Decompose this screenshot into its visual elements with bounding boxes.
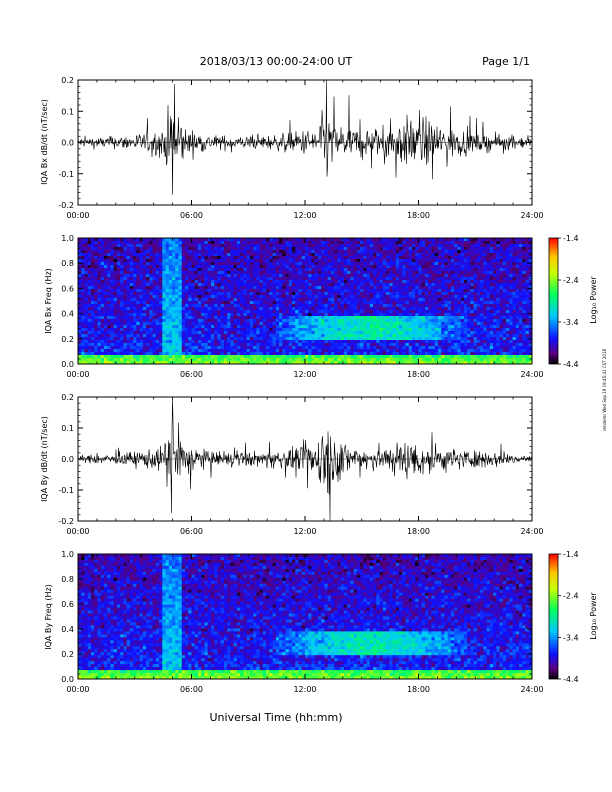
by-freq-ylabel: IQA By Freq (Hz) — [44, 584, 53, 650]
x-tick-label: 18:00 — [407, 211, 430, 220]
x-tick-label: 06:00 — [180, 370, 203, 379]
bx-colorbar-label: Log₁₀ Power — [589, 276, 598, 324]
bx-colorbar: -1.4 -2.4 -3.4 -4.4 Log₁₀ Power — [548, 234, 598, 369]
by-spectrogram-image — [78, 554, 533, 680]
y-tick-label: 0.0 — [61, 360, 74, 369]
x-tick-label: 24:00 — [520, 685, 543, 694]
by-dbdt-ylabel: IQA By dB/dt (nT/sec) — [40, 416, 49, 502]
page-title: 2018/03/13 00:00-24:00 UT — [200, 55, 353, 68]
y-tick-label: -0.1 — [58, 170, 74, 179]
x-tick-label: 12:00 — [293, 527, 316, 536]
y-tick-label: 0.4 — [61, 310, 74, 319]
y-tick-label: 0.0 — [61, 675, 74, 684]
y-tick-label: 0.0 — [61, 139, 74, 148]
y-tick-label: 0.1 — [61, 424, 74, 433]
x-tick-label: 06:00 — [180, 685, 203, 694]
x-tick-label: 24:00 — [520, 211, 543, 220]
bx-freq-ylabel: IQA Bx Freq (Hz) — [44, 268, 53, 334]
y-tick-label: 1.0 — [61, 234, 74, 243]
x-tick-label: 18:00 — [407, 370, 430, 379]
y-tick-label: 0.2 — [61, 393, 74, 402]
x-tick-label: 00:00 — [66, 370, 89, 379]
colorbar-tick-label: -1.4 — [563, 550, 579, 559]
colorbar-tick-label: -4.4 — [563, 675, 579, 684]
panel-bx-spectrogram: 00:00 06:00 12:00 18:00 24:00 1.0 0.8 0.6 0.4 0.2… — [44, 234, 598, 379]
colorbar-tick-label: -2.4 — [563, 276, 579, 285]
y-tick-label: 0.8 — [61, 259, 74, 268]
bx-trace — [77, 79, 533, 195]
colorbar-tick-label: -1.4 — [563, 234, 579, 243]
y-tick-label: 0.2 — [61, 76, 74, 85]
y-tick-label: 0.6 — [61, 284, 74, 293]
y-tick-label: 0.6 — [61, 600, 74, 609]
by-colorbar: -1.4 -2.4 -3.4 -4.4 Log₁₀ Power — [548, 550, 598, 684]
panel-by-spectrogram: 00:00 06:00 12:00 18:00 24:00 1.0 0.8 0.6 0.4 0.2… — [44, 550, 598, 694]
x-tick-label: 00:00 — [66, 211, 89, 220]
y-tick-label: 0.8 — [61, 575, 74, 584]
x-axis-label: Universal Time (hh:mm) — [210, 711, 343, 724]
y-tick-label: -0.2 — [58, 517, 74, 526]
x-tick-label: 06:00 — [180, 211, 203, 220]
by-trace — [77, 398, 533, 522]
y-tick-label: 0.2 — [61, 650, 74, 659]
x-tick-label: 24:00 — [520, 370, 543, 379]
bx-dbdt-ylabel: IQA Bx dB/dt (nT/sec) — [40, 99, 49, 185]
y-tick-label: 0.2 — [61, 335, 74, 344]
x-tick-label: 18:00 — [407, 527, 430, 536]
colorbar-tick-label: -2.4 — [563, 592, 579, 601]
y-tick-label: 0.0 — [61, 455, 74, 464]
colorbar-tick-label: -4.4 — [563, 360, 579, 369]
y-tick-label: 0.4 — [61, 625, 74, 634]
x-tick-label: 12:00 — [293, 370, 316, 379]
x-tick-label: 12:00 — [293, 211, 316, 220]
x-tick-label: 24:00 — [520, 527, 543, 536]
panel-bx-dbdt: 00:00 06:00 12:00 18:00 24:00 0.2 0.1 0.0 -0.1 -0… — [40, 76, 544, 220]
x-tick-label: 18:00 — [407, 685, 430, 694]
colorbar-tick-label: -3.4 — [563, 633, 579, 642]
by-colorbar-label: Log₁₀ Power — [589, 592, 598, 640]
x-tick-label: 00:00 — [66, 685, 89, 694]
x-tick-label: 00:00 — [66, 527, 89, 536]
x-tick-label: 06:00 — [180, 527, 203, 536]
page-number: Page 1/1 — [482, 55, 530, 68]
colorbar-tick-label: -3.4 — [563, 318, 579, 327]
bx-dbdt-trace — [77, 79, 533, 195]
panel-by-dbdt: 00:00 06:00 12:00 18:00 24:00 0.2 0.1 0.0 -0.1 -0… — [40, 393, 544, 536]
side-stamp: renderer Wed Sep 19 19:45:41 CST 2018 — [602, 348, 607, 431]
x-tick-label: 12:00 — [293, 685, 316, 694]
y-tick-label: -0.2 — [58, 201, 74, 210]
bx-spectrogram-image — [78, 238, 533, 365]
y-tick-label: -0.1 — [58, 486, 74, 495]
by-dbdt-trace — [77, 398, 533, 522]
y-tick-label: 0.1 — [61, 107, 74, 116]
y-tick-label: 1.0 — [61, 550, 74, 559]
